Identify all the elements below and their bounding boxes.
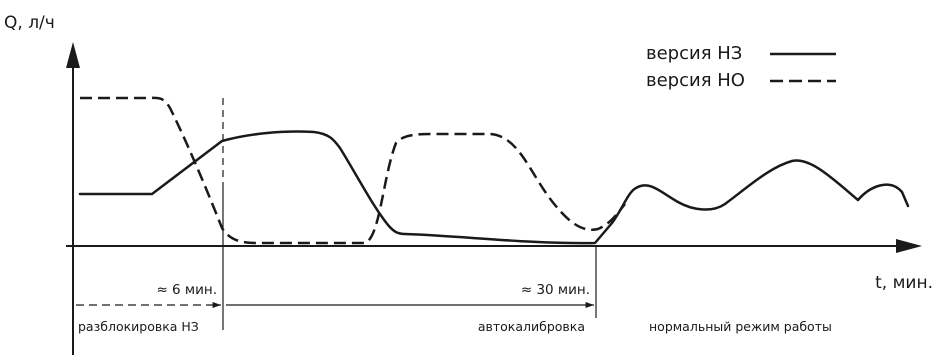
legend-nz-label: версия НЗ (646, 43, 742, 64)
x-axis-arrow (896, 239, 922, 253)
duration-6min-label: ≈ 6 мин. (156, 282, 217, 298)
x-axis-label: t, мин. (875, 273, 933, 293)
phase-normal-label: нормальный режим работы (649, 319, 832, 334)
legend-no-label: версия НО (646, 70, 745, 91)
y-axis-label: Q, л/ч (4, 13, 55, 33)
curve-nz-solid (78, 130, 910, 245)
duration-30min-label: ≈ 30 мин. (521, 282, 590, 298)
phase-autocal-label: автокалибровка (478, 319, 585, 334)
curve-no-dashed (80, 96, 626, 245)
y-axis-arrow (66, 42, 80, 68)
phase-unlock-label: разблокировка НЗ (78, 319, 199, 334)
